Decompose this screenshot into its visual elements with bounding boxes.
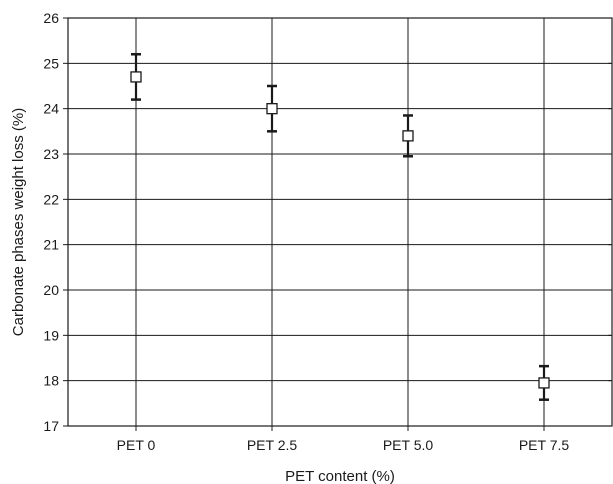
data-points xyxy=(130,53,550,401)
y-tick-label: 20 xyxy=(43,282,59,298)
data-point-1 xyxy=(266,84,278,133)
grid-lines xyxy=(68,17,612,427)
y-tick-label: 22 xyxy=(43,191,59,207)
x-axis-label: PET content (%) xyxy=(285,468,395,484)
y-axis-label: Carbonate phases weight loss (%) xyxy=(10,108,27,336)
x-tick-label: PET 7.5 xyxy=(519,437,570,453)
data-point-2 xyxy=(402,114,414,158)
x-axis: PET 0 PET 2.5 PET 5.0 PET 7.5 xyxy=(117,426,570,453)
y-axis: 17 18 19 20 21 22 23 24 25 26 xyxy=(43,10,612,434)
y-tick-label: 18 xyxy=(43,373,59,389)
y-tick-label: 25 xyxy=(43,55,59,71)
y-tick-label: 24 xyxy=(43,101,59,117)
x-tick-label: PET 2.5 xyxy=(247,437,298,453)
plot-frame xyxy=(67,17,613,427)
y-tick-label: 23 xyxy=(43,146,59,162)
y-tick-label: 26 xyxy=(43,10,59,26)
data-point-0 xyxy=(130,53,142,101)
x-tick-label: PET 5.0 xyxy=(383,437,434,453)
square-marker xyxy=(266,103,278,115)
x-tick-label: PET 0 xyxy=(117,437,156,453)
square-marker xyxy=(130,71,142,83)
square-marker xyxy=(402,130,414,142)
y-tick-label: 17 xyxy=(43,418,59,434)
square-marker xyxy=(538,377,550,389)
data-point-3 xyxy=(538,364,550,401)
y-tick-label: 21 xyxy=(43,237,59,253)
y-tick-label: 19 xyxy=(43,327,59,343)
